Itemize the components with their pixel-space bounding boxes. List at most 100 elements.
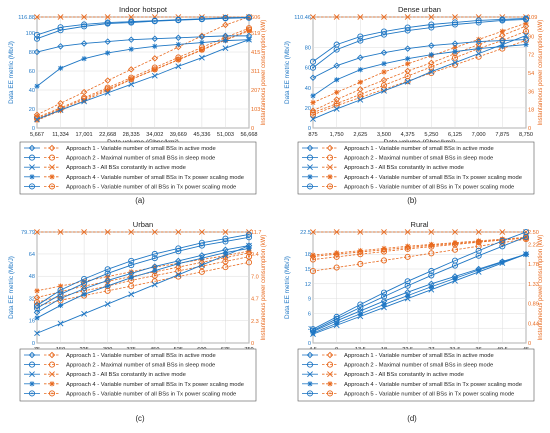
ee-series-1-point bbox=[333, 62, 340, 69]
ee-series-5-point bbox=[428, 24, 435, 31]
ee-series-5-point-dot bbox=[406, 29, 409, 32]
power-series-3-point bbox=[381, 229, 387, 235]
ee-series-4-point bbox=[81, 291, 87, 297]
ee-series-5-point bbox=[475, 252, 482, 259]
power-series-2-point bbox=[222, 264, 229, 271]
legend-entry: Approach 3 - All BSs constantly in activ… bbox=[344, 372, 464, 378]
y-left-tick-label: 20 bbox=[29, 107, 35, 113]
x-tick-label: 5,250 bbox=[424, 132, 438, 138]
ee-series-4-point bbox=[452, 275, 458, 281]
power-series-2-point bbox=[404, 253, 411, 260]
ee-series-5-point bbox=[333, 46, 340, 53]
power-series-line-1 bbox=[36, 16, 250, 116]
ee-series-5-point-dot bbox=[248, 236, 250, 239]
ee-series-1-point bbox=[104, 277, 111, 284]
power-series-4-point bbox=[452, 240, 458, 246]
power-series-2-point bbox=[428, 250, 435, 257]
x-tick-label: 7,000 bbox=[472, 132, 486, 138]
x-tick-label: 51,003 bbox=[217, 132, 234, 138]
power-series-1-point bbox=[245, 249, 253, 257]
ee-series-4-point bbox=[57, 65, 64, 71]
power-series-3-point bbox=[310, 229, 316, 235]
ee-series-5-point bbox=[81, 280, 88, 287]
ee-series-3-point bbox=[381, 87, 387, 94]
ee-series-5-point bbox=[309, 327, 317, 334]
ee-series-5-point-dot bbox=[177, 250, 180, 253]
y-left-tick-label: 64 bbox=[29, 252, 35, 258]
legend-blue-marker bbox=[306, 351, 314, 359]
y-left-tick-label: 48 bbox=[29, 274, 35, 280]
ee-series-4-point bbox=[199, 255, 205, 261]
legend-box bbox=[19, 348, 257, 402]
chart-panel-1: 5,667 11,334 17,001 22,668 28,335 34,002 39,66… bbox=[8, 5, 267, 205]
ee-series-5-point-dot bbox=[59, 29, 62, 32]
x-tick-label: 8,750 bbox=[519, 132, 533, 138]
power-series-5-point bbox=[309, 256, 317, 263]
power-series-5-point-dot bbox=[83, 98, 86, 100]
legend-blue-marker bbox=[28, 183, 36, 190]
power-series-3-point bbox=[104, 14, 111, 20]
power-series-1-point bbox=[428, 59, 435, 67]
power-series-5-point-dot bbox=[383, 84, 385, 87]
ee-series-4-point bbox=[310, 93, 316, 99]
power-series-1-point bbox=[222, 21, 229, 29]
ee-series-5-point-dot bbox=[406, 284, 409, 287]
power-series-5-point-dot bbox=[525, 30, 527, 33]
ee-series-1-point bbox=[104, 38, 111, 45]
ee-series-3-point bbox=[452, 59, 458, 66]
y-right-tick-label: 18 bbox=[528, 108, 534, 114]
legend-orange-marker bbox=[49, 381, 55, 387]
power-series-3-point bbox=[128, 229, 135, 235]
ee-series-1-point bbox=[499, 37, 506, 44]
ee-series-3-point bbox=[81, 98, 88, 105]
legend-blue-marker bbox=[29, 174, 35, 180]
power-series-2-point bbox=[475, 243, 482, 250]
power-series-line-5 bbox=[312, 30, 527, 114]
ee-series-4-point bbox=[381, 301, 387, 308]
ee-series-5-point-dot bbox=[525, 18, 527, 21]
y-left-tick-label: 60 bbox=[29, 69, 35, 75]
ee-series-line-3 bbox=[312, 253, 527, 335]
ee-series-1-point bbox=[428, 42, 435, 49]
legend-blue-marker bbox=[28, 144, 36, 152]
y-right-tick-label: 103 bbox=[251, 107, 260, 113]
legend-entry: Approach 4 - Variable number of small BS… bbox=[66, 382, 244, 388]
chart-title: Indoor hotspot bbox=[119, 5, 168, 14]
legend-entry: Approach 3 - All BSs constantly in activ… bbox=[66, 372, 186, 378]
power-series-2-point bbox=[151, 278, 158, 285]
ee-series-5-point-dot bbox=[454, 264, 456, 267]
ee-series-5-point bbox=[198, 242, 205, 249]
legend-blue-marker bbox=[307, 164, 313, 171]
power-series-3-point bbox=[499, 229, 506, 235]
ee-series-4-point bbox=[428, 52, 434, 58]
ee-series-1-point bbox=[127, 36, 135, 43]
ee-series-5-point bbox=[57, 291, 64, 298]
legend-orange-marker bbox=[326, 144, 334, 152]
legend-entry: Approach 4 - Variable number of small BS… bbox=[344, 175, 522, 181]
legend: Approach 1 - Variable number of small BS… bbox=[19, 348, 257, 402]
legend-orange-marker bbox=[48, 351, 56, 359]
ee-series-1-point bbox=[57, 43, 64, 50]
ee-series-3-point bbox=[198, 54, 205, 61]
ee-series-line-1 bbox=[312, 39, 527, 79]
y-right-tick-label: 0 bbox=[251, 126, 254, 132]
power-series-5-point bbox=[151, 66, 158, 73]
y-left-tick-label: 32 bbox=[29, 296, 35, 302]
y-right-tick-label: 54 bbox=[528, 71, 534, 77]
legend-orange-marker bbox=[48, 144, 56, 152]
legend-box bbox=[19, 141, 257, 195]
y-right-tick-label: 0 bbox=[528, 341, 531, 347]
legend-entry: Approach 1 - Variable number of small BS… bbox=[66, 353, 216, 359]
power-series-line-5 bbox=[312, 237, 527, 260]
power-series-4-point bbox=[246, 28, 252, 34]
x-tick-label: 28,335 bbox=[123, 132, 140, 138]
power-series-4-point bbox=[357, 79, 363, 85]
ee-series-5-point-dot bbox=[525, 236, 527, 238]
power-series-4-point bbox=[128, 269, 134, 275]
ee-series-5-point-dot bbox=[200, 18, 203, 21]
ee-series-5-point bbox=[404, 27, 411, 34]
ee-series-4-point bbox=[476, 46, 482, 52]
ee-series-5-point-dot bbox=[224, 17, 227, 20]
ee-series-line-4 bbox=[312, 253, 527, 334]
legend: Approach 1 - Variable number of small BS… bbox=[297, 141, 535, 195]
